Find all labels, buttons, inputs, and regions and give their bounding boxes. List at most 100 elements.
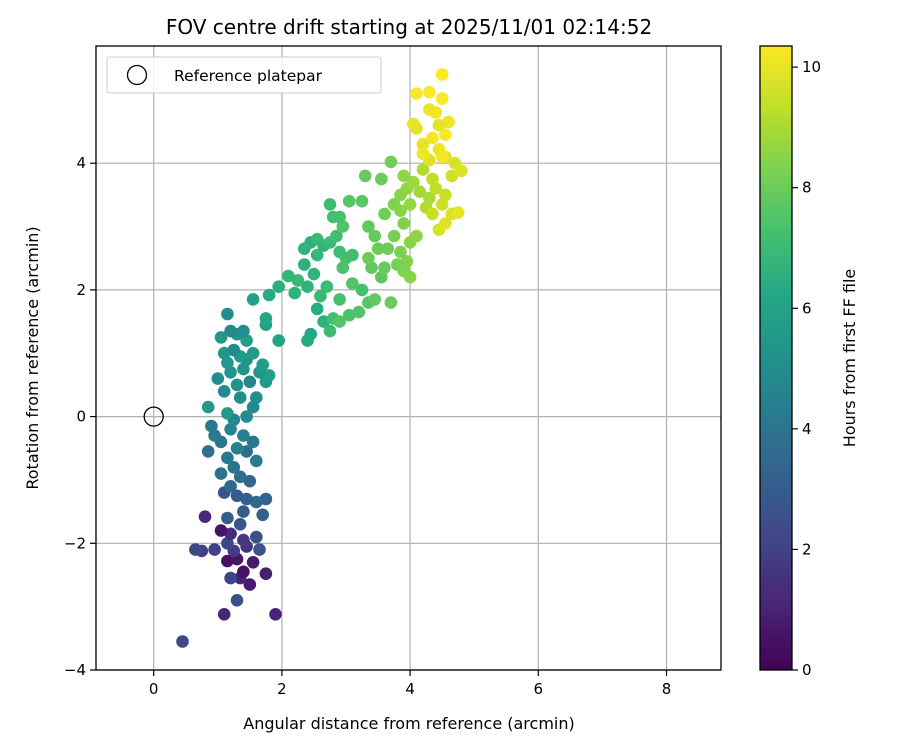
data-point — [387, 229, 401, 243]
grid-lines — [96, 46, 721, 671]
data-point — [259, 312, 273, 325]
data-point — [282, 269, 295, 283]
data-point — [435, 198, 449, 211]
data-point — [256, 508, 270, 522]
data-point — [403, 198, 417, 211]
data-point — [358, 169, 372, 183]
colorbar-gradient — [759, 45, 793, 671]
data-point — [323, 198, 337, 211]
data-point — [355, 283, 369, 297]
data-point — [240, 445, 253, 458]
data-point — [362, 251, 375, 265]
data-point — [230, 378, 244, 392]
data-point — [426, 131, 439, 145]
data-point — [342, 308, 356, 322]
colorbar-tick-label: 4 — [802, 420, 812, 438]
data-point — [217, 608, 231, 621]
data-point — [246, 293, 260, 306]
data-point — [230, 442, 244, 455]
data-point — [435, 68, 449, 81]
data-point — [310, 248, 324, 262]
data-point — [394, 204, 407, 217]
data-point — [445, 169, 459, 183]
data-point — [403, 270, 417, 284]
data-point — [262, 369, 276, 382]
data-point — [249, 495, 263, 509]
x-tick-label: 2 — [277, 680, 287, 698]
data-point — [352, 305, 366, 319]
data-point — [221, 554, 234, 568]
data-point — [233, 518, 247, 531]
data-point — [410, 229, 423, 243]
data-point — [423, 191, 436, 205]
data-point — [221, 356, 234, 370]
data-point — [413, 185, 427, 198]
data-point — [301, 280, 314, 294]
y-tick-label: −4 — [64, 661, 86, 679]
plot-frame — [95, 45, 722, 671]
data-point — [262, 288, 276, 302]
data-point — [455, 164, 468, 178]
data-point — [397, 169, 411, 183]
x-tick-label: 4 — [405, 680, 415, 698]
data-point — [221, 307, 234, 321]
data-point — [435, 150, 449, 164]
data-point — [355, 194, 369, 208]
data-point — [227, 461, 241, 474]
data-point — [230, 489, 244, 503]
colorbar-label: Hours from first FF file — [840, 269, 859, 448]
y-tick-label: 2 — [76, 281, 86, 299]
data-point — [346, 248, 359, 262]
data-point — [198, 510, 212, 523]
y-axis-label: Rotation from reference (arcmin) — [23, 226, 42, 489]
data-point — [221, 511, 234, 525]
data-point — [416, 147, 430, 160]
data-point — [224, 366, 237, 379]
data-point — [410, 122, 423, 135]
data-point — [298, 242, 311, 255]
data-point — [336, 261, 350, 275]
colorbar-tick-label: 10 — [802, 58, 821, 76]
data-point — [249, 454, 263, 468]
data-point — [407, 175, 420, 189]
data-point — [439, 217, 452, 230]
y-tick-label: −2 — [64, 534, 86, 552]
data-point — [214, 331, 228, 344]
data-point — [416, 163, 430, 176]
data-point — [346, 277, 359, 290]
data-point — [375, 270, 388, 284]
data-point — [323, 324, 337, 338]
data-point — [301, 334, 314, 347]
data-point — [237, 324, 250, 338]
data-point — [240, 492, 253, 506]
data-point — [400, 255, 414, 268]
data-point — [384, 296, 398, 309]
data-point — [240, 334, 253, 347]
data-point — [426, 172, 439, 186]
data-point — [208, 543, 221, 556]
data-point — [217, 385, 231, 398]
data-point — [237, 505, 250, 518]
data-point — [435, 92, 449, 105]
colorbar-ticks: 0 2 4 6 8 10 — [792, 58, 821, 679]
data-point — [205, 419, 218, 433]
colorbar-tick-label: 8 — [802, 179, 812, 197]
data-point — [243, 375, 257, 389]
data-point — [246, 346, 260, 360]
data-point — [243, 474, 257, 488]
data-point — [397, 217, 411, 230]
data-point — [429, 182, 443, 195]
data-point — [176, 635, 189, 648]
x-tick-label: 0 — [149, 680, 159, 698]
data-point — [394, 245, 407, 259]
data-point — [378, 261, 391, 275]
data-point — [246, 556, 260, 569]
data-point — [298, 258, 311, 271]
data-point — [442, 115, 455, 129]
data-point — [320, 280, 334, 294]
data-point — [221, 451, 234, 465]
legend-marker-icon — [126, 64, 148, 86]
data-point — [240, 410, 253, 423]
data-point — [333, 293, 346, 306]
